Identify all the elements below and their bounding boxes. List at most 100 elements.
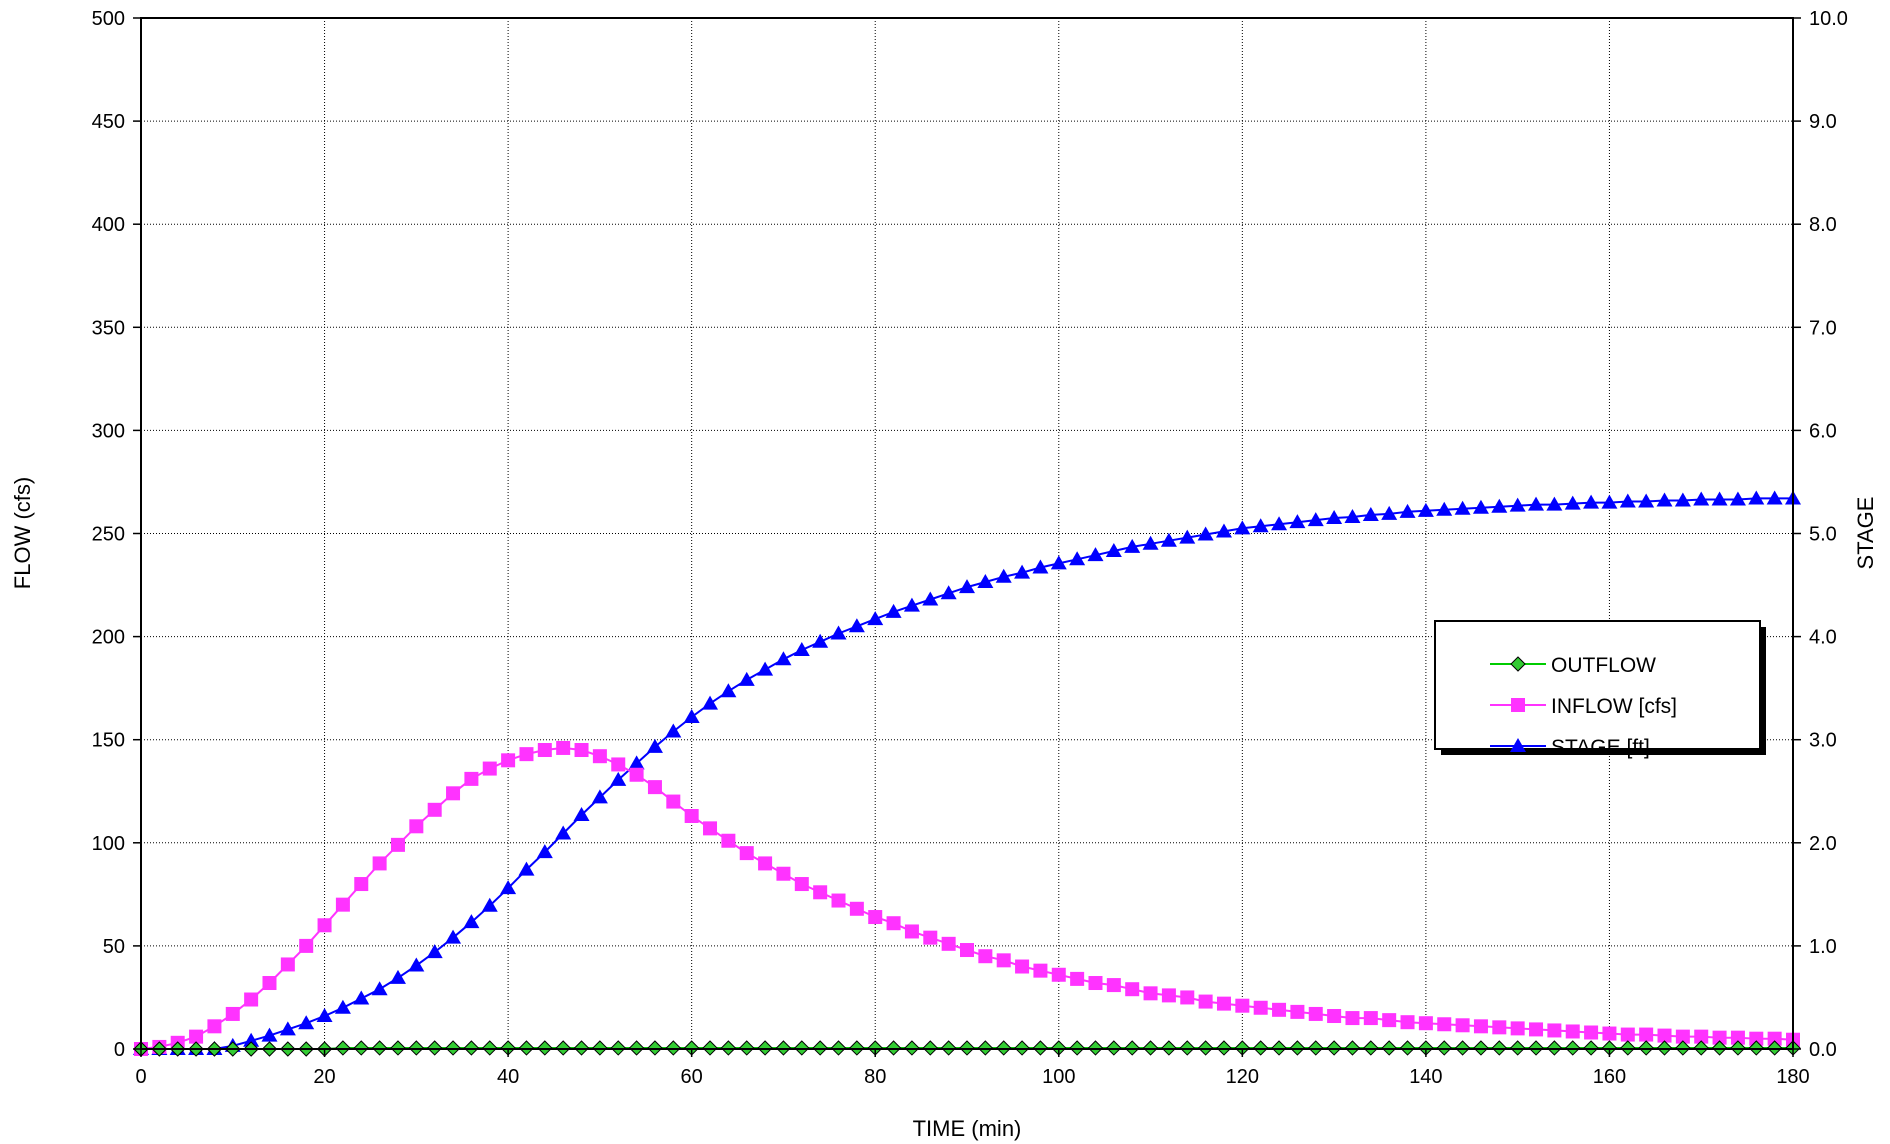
data-point — [1400, 1015, 1415, 1030]
y-tick-label: 300 — [92, 420, 125, 442]
data-point — [591, 789, 608, 804]
legend: OUTFLOW INFLOW [cfs] STAGE [ft] — [1434, 620, 1766, 759]
legend-marker — [1510, 738, 1526, 752]
data-point — [1436, 501, 1453, 516]
x-tick-label: 140 — [1409, 1066, 1442, 1088]
data-point — [1326, 510, 1343, 525]
data-point — [1197, 526, 1214, 541]
x-axis-title: TIME (min) — [913, 1116, 1022, 1141]
data-point — [1436, 1040, 1452, 1056]
data-point — [1088, 976, 1103, 991]
data-point — [1344, 1040, 1361, 1056]
data-point — [335, 897, 350, 912]
data-point — [426, 944, 443, 959]
data-point — [904, 924, 919, 939]
data-point — [353, 990, 370, 1005]
data-point — [1638, 1040, 1654, 1056]
data-point — [1215, 523, 1232, 538]
data-point — [867, 611, 884, 626]
data-point — [1344, 509, 1361, 524]
data-point — [665, 1040, 682, 1056]
data-point — [721, 833, 736, 848]
data-point — [1014, 564, 1031, 579]
data-point — [646, 738, 663, 753]
data-point — [848, 618, 865, 633]
data-point — [1619, 493, 1636, 508]
data-point — [812, 1040, 828, 1056]
data-point — [1125, 982, 1140, 997]
data-point — [1069, 551, 1086, 566]
data-point — [1014, 1040, 1030, 1056]
data-point — [794, 1040, 810, 1056]
data-point — [1564, 495, 1581, 510]
y2-tick-label: 8.0 — [1809, 214, 1837, 236]
data-point — [1693, 491, 1710, 506]
data-point — [1492, 1020, 1507, 1035]
y-tick-label: 250 — [92, 524, 125, 546]
data-point — [481, 897, 498, 912]
legend-label: STAGE [ft] — [1551, 736, 1650, 759]
data-point — [1528, 1040, 1544, 1056]
data-point — [1308, 1006, 1323, 1021]
x-tick-label: 100 — [1042, 1066, 1075, 1088]
data-point — [647, 780, 662, 795]
data-point — [738, 671, 755, 686]
data-point — [1345, 1011, 1360, 1026]
data-point — [628, 1040, 645, 1056]
data-point — [243, 1032, 260, 1047]
data-point — [1639, 1027, 1654, 1042]
data-point — [1362, 506, 1379, 521]
data-point — [611, 757, 626, 772]
data-point — [739, 846, 754, 861]
data-point — [463, 914, 480, 929]
data-point — [1454, 1040, 1471, 1056]
x-tick-label: 180 — [1776, 1066, 1809, 1088]
data-point — [207, 1019, 222, 1034]
data-point — [317, 918, 332, 933]
data-point — [518, 861, 535, 876]
y2-tick-label: 4.0 — [1809, 627, 1837, 649]
x-tick-label: 60 — [681, 1066, 703, 1088]
data-point — [1326, 1040, 1342, 1056]
data-point — [1454, 500, 1471, 515]
data-point — [225, 1006, 240, 1021]
data-point — [1252, 518, 1269, 533]
data-point — [922, 591, 939, 606]
data-point — [409, 819, 424, 834]
data-point — [1675, 1029, 1690, 1044]
data-point — [482, 1040, 498, 1056]
data-point — [1032, 1040, 1049, 1056]
data-point — [610, 1040, 626, 1056]
data-point — [1271, 1040, 1287, 1056]
data-point — [555, 1040, 571, 1056]
data-point — [1142, 1040, 1159, 1056]
data-point — [1748, 1040, 1764, 1056]
y2-tick-label: 1.0 — [1809, 936, 1837, 958]
data-point — [390, 1040, 406, 1056]
data-point — [1308, 1040, 1324, 1056]
data-point — [1252, 1040, 1269, 1056]
data-point — [684, 808, 699, 823]
data-point — [1546, 1040, 1563, 1056]
data-point — [1289, 1040, 1306, 1056]
data-point — [1583, 1040, 1599, 1056]
data-point — [1290, 1004, 1305, 1019]
data-point — [977, 573, 994, 588]
data-point — [1142, 535, 1159, 550]
data-point — [537, 1040, 553, 1056]
data-point — [1216, 1040, 1232, 1056]
data-point — [1491, 498, 1508, 513]
data-point — [445, 929, 462, 944]
data-point — [758, 856, 773, 871]
data-point — [1693, 1040, 1709, 1056]
data-point — [757, 661, 774, 676]
data-point — [1766, 1040, 1783, 1056]
data-point — [189, 1029, 204, 1044]
data-point — [1381, 505, 1398, 520]
data-point — [372, 856, 387, 871]
legend-label: INFLOW [cfs] — [1551, 695, 1677, 718]
data-point — [666, 794, 681, 809]
data-point — [849, 1040, 865, 1056]
data-point — [244, 992, 259, 1007]
data-point — [1382, 1013, 1397, 1028]
